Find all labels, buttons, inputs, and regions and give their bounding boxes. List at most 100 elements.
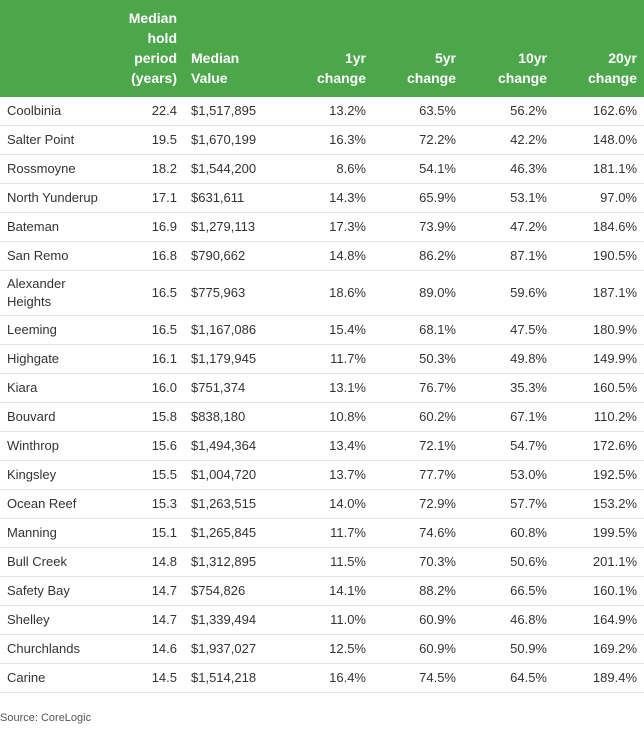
header-text: Median hold period (years) — [128, 10, 177, 86]
suburb-cell: Bull Creek — [0, 547, 108, 577]
suburb-cell: San Remo — [0, 241, 108, 271]
column-header: Median Value — [184, 0, 290, 97]
value-cell: 162.6% — [554, 97, 644, 126]
value-cell: 97.0% — [554, 183, 644, 213]
table-row: North Yunderup 17.1 $631,611 14.3% 65.9% 53.1… — [0, 183, 644, 213]
value-cell: 66.5% — [463, 576, 554, 606]
value-cell: 13.1% — [290, 373, 373, 403]
table-row: Salter Point 19.5 $1,670,199 16.3% 72.2% 42.2… — [0, 125, 644, 155]
header-text: 20yr change — [587, 50, 637, 86]
suburb-cell: Churchlands — [0, 634, 108, 664]
value-cell: 14.8% — [290, 241, 373, 271]
value-cell: $775,963 — [184, 270, 290, 316]
value-cell: 46.8% — [463, 605, 554, 635]
value-cell: $1,179,945 — [184, 344, 290, 374]
suburb-cell: Kiara — [0, 373, 108, 403]
value-cell: 42.2% — [463, 125, 554, 155]
value-cell: 190.5% — [554, 241, 644, 271]
column-header — [0, 0, 108, 97]
value-cell: 153.2% — [554, 489, 644, 519]
value-cell: $1,339,494 — [184, 605, 290, 635]
value-cell: 180.9% — [554, 315, 644, 345]
value-cell: 35.3% — [463, 373, 554, 403]
table-row: Bouvard 15.8 $838,180 10.8% 60.2% 67.1% 110.2% — [0, 402, 644, 432]
value-cell: 77.7% — [373, 460, 463, 490]
value-cell: 53.1% — [463, 183, 554, 213]
value-cell: 72.9% — [373, 489, 463, 519]
header-text: 10yr change — [497, 50, 547, 86]
table-row: Churchlands 14.6 $1,937,027 12.5% 60.9% 50.9%… — [0, 634, 644, 664]
table-row: Winthrop 15.6 $1,494,364 13.4% 72.1% 54.7% 172… — [0, 431, 644, 461]
value-cell: 68.1% — [373, 315, 463, 345]
header-text: Median Value — [191, 50, 240, 86]
column-header: Median hold period (years) — [108, 0, 184, 97]
value-cell: 70.3% — [373, 547, 463, 577]
value-cell: 76.7% — [373, 373, 463, 403]
suburb-cell: Highgate — [0, 344, 108, 374]
value-cell: 15.1 — [108, 518, 184, 548]
value-cell: $1,279,113 — [184, 212, 290, 242]
value-cell: $1,937,027 — [184, 634, 290, 664]
value-cell: 160.1% — [554, 576, 644, 606]
table-row: San Remo 16.8 $790,662 14.8% 86.2% 87.1% 190.5… — [0, 241, 644, 271]
value-cell: 88.2% — [373, 576, 463, 606]
value-cell: 15.5 — [108, 460, 184, 490]
value-cell: 15.4% — [290, 315, 373, 345]
value-cell: 72.2% — [373, 125, 463, 155]
value-cell: 63.5% — [373, 97, 463, 126]
value-cell: 54.1% — [373, 154, 463, 184]
column-header: 10yr change — [463, 0, 554, 97]
value-cell: 14.0% — [290, 489, 373, 519]
suburb-cell: Leeming — [0, 315, 108, 345]
table-row: Alexander Heights 16.5 $775,963 18.6% 89.0% 5… — [0, 270, 644, 316]
value-cell: $754,826 — [184, 576, 290, 606]
value-cell: 16.9 — [108, 212, 184, 242]
value-cell: 11.0% — [290, 605, 373, 635]
table-row: Leeming 16.5 $1,167,086 15.4% 68.1% 47.5% 180.… — [0, 315, 644, 345]
value-cell: 12.5% — [290, 634, 373, 664]
header-row: Median hold period (years) Median Value 1y… — [0, 0, 644, 97]
value-cell: 64.5% — [463, 663, 554, 693]
suburb-cell: Alexander Heights — [0, 270, 108, 316]
value-cell: 47.5% — [463, 315, 554, 345]
table-row: Carine 14.5 $1,514,218 16.4% 74.5% 64.5% 189.4… — [0, 663, 644, 693]
value-cell: $790,662 — [184, 241, 290, 271]
value-cell: 73.9% — [373, 212, 463, 242]
value-cell: $1,263,515 — [184, 489, 290, 519]
value-cell: 16.8 — [108, 241, 184, 271]
value-cell: $838,180 — [184, 402, 290, 432]
table-body: Coolbinia 22.4 $1,517,895 13.2% 63.5% 56.2% 16… — [0, 97, 644, 693]
value-cell: 10.8% — [290, 402, 373, 432]
value-cell: 172.6% — [554, 431, 644, 461]
value-cell: 53.0% — [463, 460, 554, 490]
value-cell: $751,374 — [184, 373, 290, 403]
value-cell: 160.5% — [554, 373, 644, 403]
value-cell: 11.5% — [290, 547, 373, 577]
value-cell: 110.2% — [554, 402, 644, 432]
value-cell: 87.1% — [463, 241, 554, 271]
value-cell: 13.4% — [290, 431, 373, 461]
suburb-cell: Coolbinia — [0, 97, 108, 126]
value-cell: 11.7% — [290, 518, 373, 548]
value-cell: 14.7 — [108, 605, 184, 635]
suburb-cell: Ocean Reef — [0, 489, 108, 519]
value-cell: $1,514,218 — [184, 663, 290, 693]
value-cell: 11.7% — [290, 344, 373, 374]
value-cell: 13.2% — [290, 97, 373, 126]
value-cell: 14.5 — [108, 663, 184, 693]
value-cell: 189.4% — [554, 663, 644, 693]
value-cell: 14.7 — [108, 576, 184, 606]
table-row: Manning 15.1 $1,265,845 11.7% 74.6% 60.8% 199.… — [0, 518, 644, 548]
column-header: 1yr change — [290, 0, 373, 97]
value-cell: 16.4% — [290, 663, 373, 693]
value-cell: $1,312,895 — [184, 547, 290, 577]
value-cell: 15.3 — [108, 489, 184, 519]
value-cell: 164.9% — [554, 605, 644, 635]
value-cell: 8.6% — [290, 154, 373, 184]
data-table: Median hold period (years) Median Value 1y… — [0, 0, 644, 693]
suburb-cell: Bateman — [0, 212, 108, 242]
suburb-cell: Manning — [0, 518, 108, 548]
value-cell: $1,494,364 — [184, 431, 290, 461]
value-cell: $1,004,720 — [184, 460, 290, 490]
